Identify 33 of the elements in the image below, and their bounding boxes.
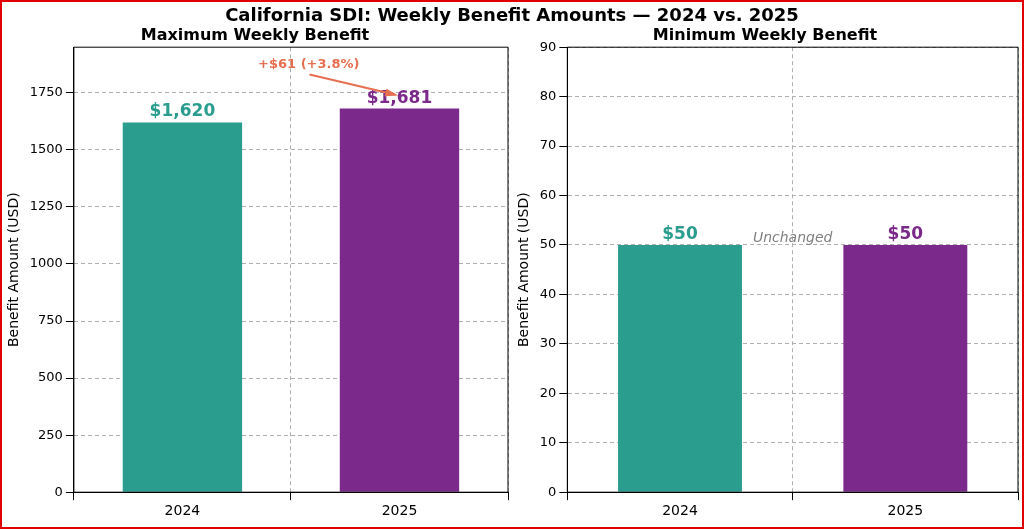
y-tick-label: 20 xyxy=(539,384,557,400)
data-label: $1,681 xyxy=(366,86,433,107)
x-tick-label: 2025 xyxy=(887,502,924,519)
y-tick-label: 0 xyxy=(54,483,63,499)
y-axis-title: Benefit Amount (USD) xyxy=(515,192,532,348)
y-tick-label: 1500 xyxy=(29,141,63,157)
x-tick-label: 2025 xyxy=(381,502,418,519)
y-tick-label: 0 xyxy=(548,483,557,499)
chart-title: California SDI: Weekly Benefit Amounts — 2024 vs. 2025 xyxy=(224,4,800,25)
y-tick-label: 90 xyxy=(539,38,557,54)
y-tick-label: 60 xyxy=(539,186,557,202)
y-tick-label: 750 xyxy=(38,312,63,328)
y-tick-label: 250 xyxy=(38,426,63,442)
chart-subtitle: Maximum Weekly Benefit xyxy=(140,24,370,44)
annotation: +$61 (+3.8%) xyxy=(258,55,360,71)
y-tick-label: 500 xyxy=(38,369,63,385)
data-label: $1,620 xyxy=(149,100,216,121)
y-tick-label: 70 xyxy=(539,137,557,153)
y-tick-label: 1250 xyxy=(29,198,63,214)
data-label: $50 xyxy=(662,222,698,243)
y-tick-label: 50 xyxy=(539,236,557,252)
y-axis-title: Benefit Amount (USD) xyxy=(5,192,22,348)
y-tick-label: 80 xyxy=(539,88,557,104)
y-tick-label: 1000 xyxy=(29,255,63,271)
x-tick-label: 2024 xyxy=(662,502,698,519)
x-tick-label: 2024 xyxy=(164,502,201,519)
y-tick-label: 30 xyxy=(539,335,557,351)
y-tick-label: 1750 xyxy=(29,84,63,100)
y-tick-label: 10 xyxy=(539,434,557,450)
annotation: Unchanged xyxy=(752,228,833,245)
data-label: $50 xyxy=(887,222,924,243)
y-tick-label: 40 xyxy=(539,285,557,301)
chart-subtitle: Minimum Weekly Benefit xyxy=(652,24,878,44)
